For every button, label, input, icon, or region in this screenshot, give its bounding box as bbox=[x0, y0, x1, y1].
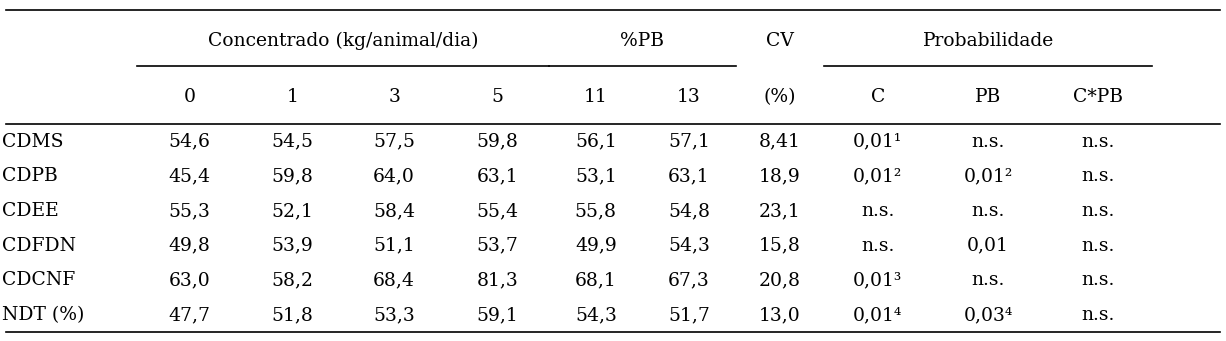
Text: 52,1: 52,1 bbox=[271, 202, 314, 220]
Text: %PB: %PB bbox=[620, 32, 664, 50]
Text: PB: PB bbox=[975, 88, 1002, 106]
Text: n.s.: n.s. bbox=[971, 271, 1005, 290]
Text: 0,03⁴: 0,03⁴ bbox=[964, 306, 1013, 324]
Text: 0,01: 0,01 bbox=[967, 237, 1009, 255]
Text: 51,1: 51,1 bbox=[373, 237, 416, 255]
Text: Probabilidade: Probabilidade bbox=[922, 32, 1054, 50]
Text: C*PB: C*PB bbox=[1074, 88, 1123, 106]
Text: 13: 13 bbox=[677, 88, 701, 106]
Text: 58,4: 58,4 bbox=[373, 202, 416, 220]
Text: CDEE: CDEE bbox=[2, 202, 59, 220]
Text: 59,8: 59,8 bbox=[476, 133, 519, 151]
Text: 58,2: 58,2 bbox=[271, 271, 314, 290]
Text: 57,1: 57,1 bbox=[668, 133, 710, 151]
Text: 8,41: 8,41 bbox=[759, 133, 801, 151]
Text: 54,3: 54,3 bbox=[668, 237, 710, 255]
Text: CDPB: CDPB bbox=[2, 167, 58, 186]
Text: CDCNF: CDCNF bbox=[2, 271, 76, 290]
Text: n.s.: n.s. bbox=[861, 237, 895, 255]
Text: 0,01³: 0,01³ bbox=[853, 271, 902, 290]
Text: n.s.: n.s. bbox=[971, 202, 1005, 220]
Text: n.s.: n.s. bbox=[1081, 133, 1116, 151]
Text: 59,8: 59,8 bbox=[271, 167, 314, 186]
Text: 68,4: 68,4 bbox=[373, 271, 416, 290]
Text: 56,1: 56,1 bbox=[575, 133, 617, 151]
Text: 57,5: 57,5 bbox=[373, 133, 416, 151]
Text: n.s.: n.s. bbox=[1081, 202, 1116, 220]
Text: CDMS: CDMS bbox=[2, 133, 64, 151]
Text: 45,4: 45,4 bbox=[168, 167, 211, 186]
Text: CDFDN: CDFDN bbox=[2, 237, 76, 255]
Text: 18,9: 18,9 bbox=[759, 167, 801, 186]
Text: 13,0: 13,0 bbox=[759, 306, 801, 324]
Text: 64,0: 64,0 bbox=[373, 167, 416, 186]
Text: 0: 0 bbox=[184, 88, 195, 106]
Text: 49,8: 49,8 bbox=[168, 237, 211, 255]
Text: 0,01¹: 0,01¹ bbox=[853, 133, 902, 151]
Text: 53,9: 53,9 bbox=[271, 237, 314, 255]
Text: 0,01²: 0,01² bbox=[964, 167, 1013, 186]
Text: 55,4: 55,4 bbox=[476, 202, 519, 220]
Text: 54,6: 54,6 bbox=[168, 133, 211, 151]
Text: 67,3: 67,3 bbox=[668, 271, 710, 290]
Text: NDT (%): NDT (%) bbox=[2, 306, 85, 324]
Text: 68,1: 68,1 bbox=[575, 271, 617, 290]
Text: (%): (%) bbox=[764, 88, 796, 106]
Text: 11: 11 bbox=[584, 88, 608, 106]
Text: 54,3: 54,3 bbox=[575, 306, 617, 324]
Text: 51,7: 51,7 bbox=[668, 306, 710, 324]
Text: 53,3: 53,3 bbox=[373, 306, 416, 324]
Text: 63,1: 63,1 bbox=[668, 167, 710, 186]
Text: 51,8: 51,8 bbox=[271, 306, 314, 324]
Text: 15,8: 15,8 bbox=[759, 237, 801, 255]
Text: 1: 1 bbox=[287, 88, 298, 106]
Text: C: C bbox=[870, 88, 885, 106]
Text: n.s.: n.s. bbox=[1081, 271, 1116, 290]
Text: 54,5: 54,5 bbox=[271, 133, 314, 151]
Text: n.s.: n.s. bbox=[1081, 167, 1116, 186]
Text: 49,9: 49,9 bbox=[575, 237, 617, 255]
Text: 47,7: 47,7 bbox=[168, 306, 211, 324]
Text: 55,8: 55,8 bbox=[575, 202, 617, 220]
Text: n.s.: n.s. bbox=[861, 202, 895, 220]
Text: 59,1: 59,1 bbox=[476, 306, 519, 324]
Text: 81,3: 81,3 bbox=[476, 271, 519, 290]
Text: 54,8: 54,8 bbox=[668, 202, 710, 220]
Text: 63,1: 63,1 bbox=[477, 167, 517, 186]
Text: n.s.: n.s. bbox=[971, 133, 1005, 151]
Text: 3: 3 bbox=[389, 88, 400, 106]
Text: Concentrado (kg/animal/dia): Concentrado (kg/animal/dia) bbox=[208, 32, 478, 50]
Text: n.s.: n.s. bbox=[1081, 237, 1116, 255]
Text: 20,8: 20,8 bbox=[759, 271, 801, 290]
Text: 0,01²: 0,01² bbox=[853, 167, 902, 186]
Text: 63,0: 63,0 bbox=[168, 271, 211, 290]
Text: 55,3: 55,3 bbox=[168, 202, 211, 220]
Text: n.s.: n.s. bbox=[1081, 306, 1116, 324]
Text: 53,1: 53,1 bbox=[575, 167, 617, 186]
Text: CV: CV bbox=[766, 32, 793, 50]
Text: 5: 5 bbox=[492, 88, 503, 106]
Text: 0,01⁴: 0,01⁴ bbox=[853, 306, 902, 324]
Text: 53,7: 53,7 bbox=[476, 237, 519, 255]
Text: 23,1: 23,1 bbox=[759, 202, 801, 220]
